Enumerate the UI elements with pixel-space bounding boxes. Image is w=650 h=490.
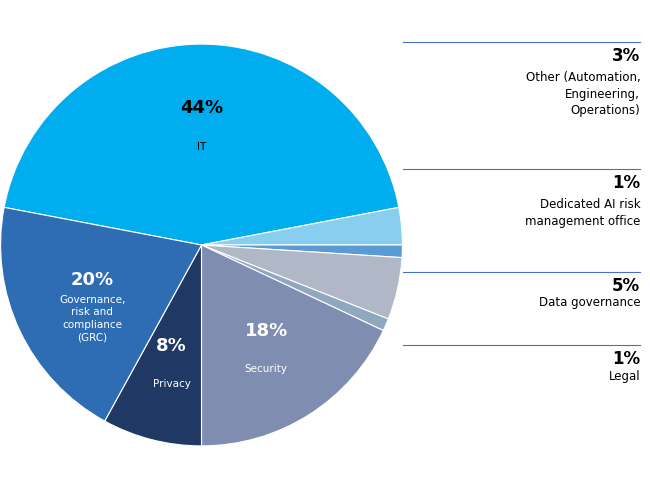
Text: Data governance: Data governance <box>539 296 640 310</box>
Text: 3%: 3% <box>612 47 640 65</box>
Text: Privacy: Privacy <box>153 379 190 389</box>
Text: Security: Security <box>244 364 287 374</box>
Text: Governance,
risk and
compliance
(GRC): Governance, risk and compliance (GRC) <box>59 295 125 342</box>
Text: IT: IT <box>197 142 206 151</box>
Text: Other (Automation,
Engineering,
Operations): Other (Automation, Engineering, Operatio… <box>525 71 640 117</box>
Text: 18%: 18% <box>244 322 288 340</box>
Text: 8%: 8% <box>156 337 187 355</box>
Wedge shape <box>202 245 388 331</box>
Wedge shape <box>4 44 399 245</box>
Text: 1%: 1% <box>612 350 640 368</box>
Wedge shape <box>202 207 402 245</box>
Wedge shape <box>202 245 402 319</box>
Text: Dedicated AI risk
management office: Dedicated AI risk management office <box>525 198 640 228</box>
Wedge shape <box>202 245 402 258</box>
Wedge shape <box>202 245 384 446</box>
Text: 5%: 5% <box>612 277 640 295</box>
Wedge shape <box>105 245 202 446</box>
Text: 1%: 1% <box>612 174 640 192</box>
Text: Legal: Legal <box>608 370 640 383</box>
Text: 44%: 44% <box>180 99 223 118</box>
Wedge shape <box>1 207 202 421</box>
Text: 20%: 20% <box>71 271 114 289</box>
